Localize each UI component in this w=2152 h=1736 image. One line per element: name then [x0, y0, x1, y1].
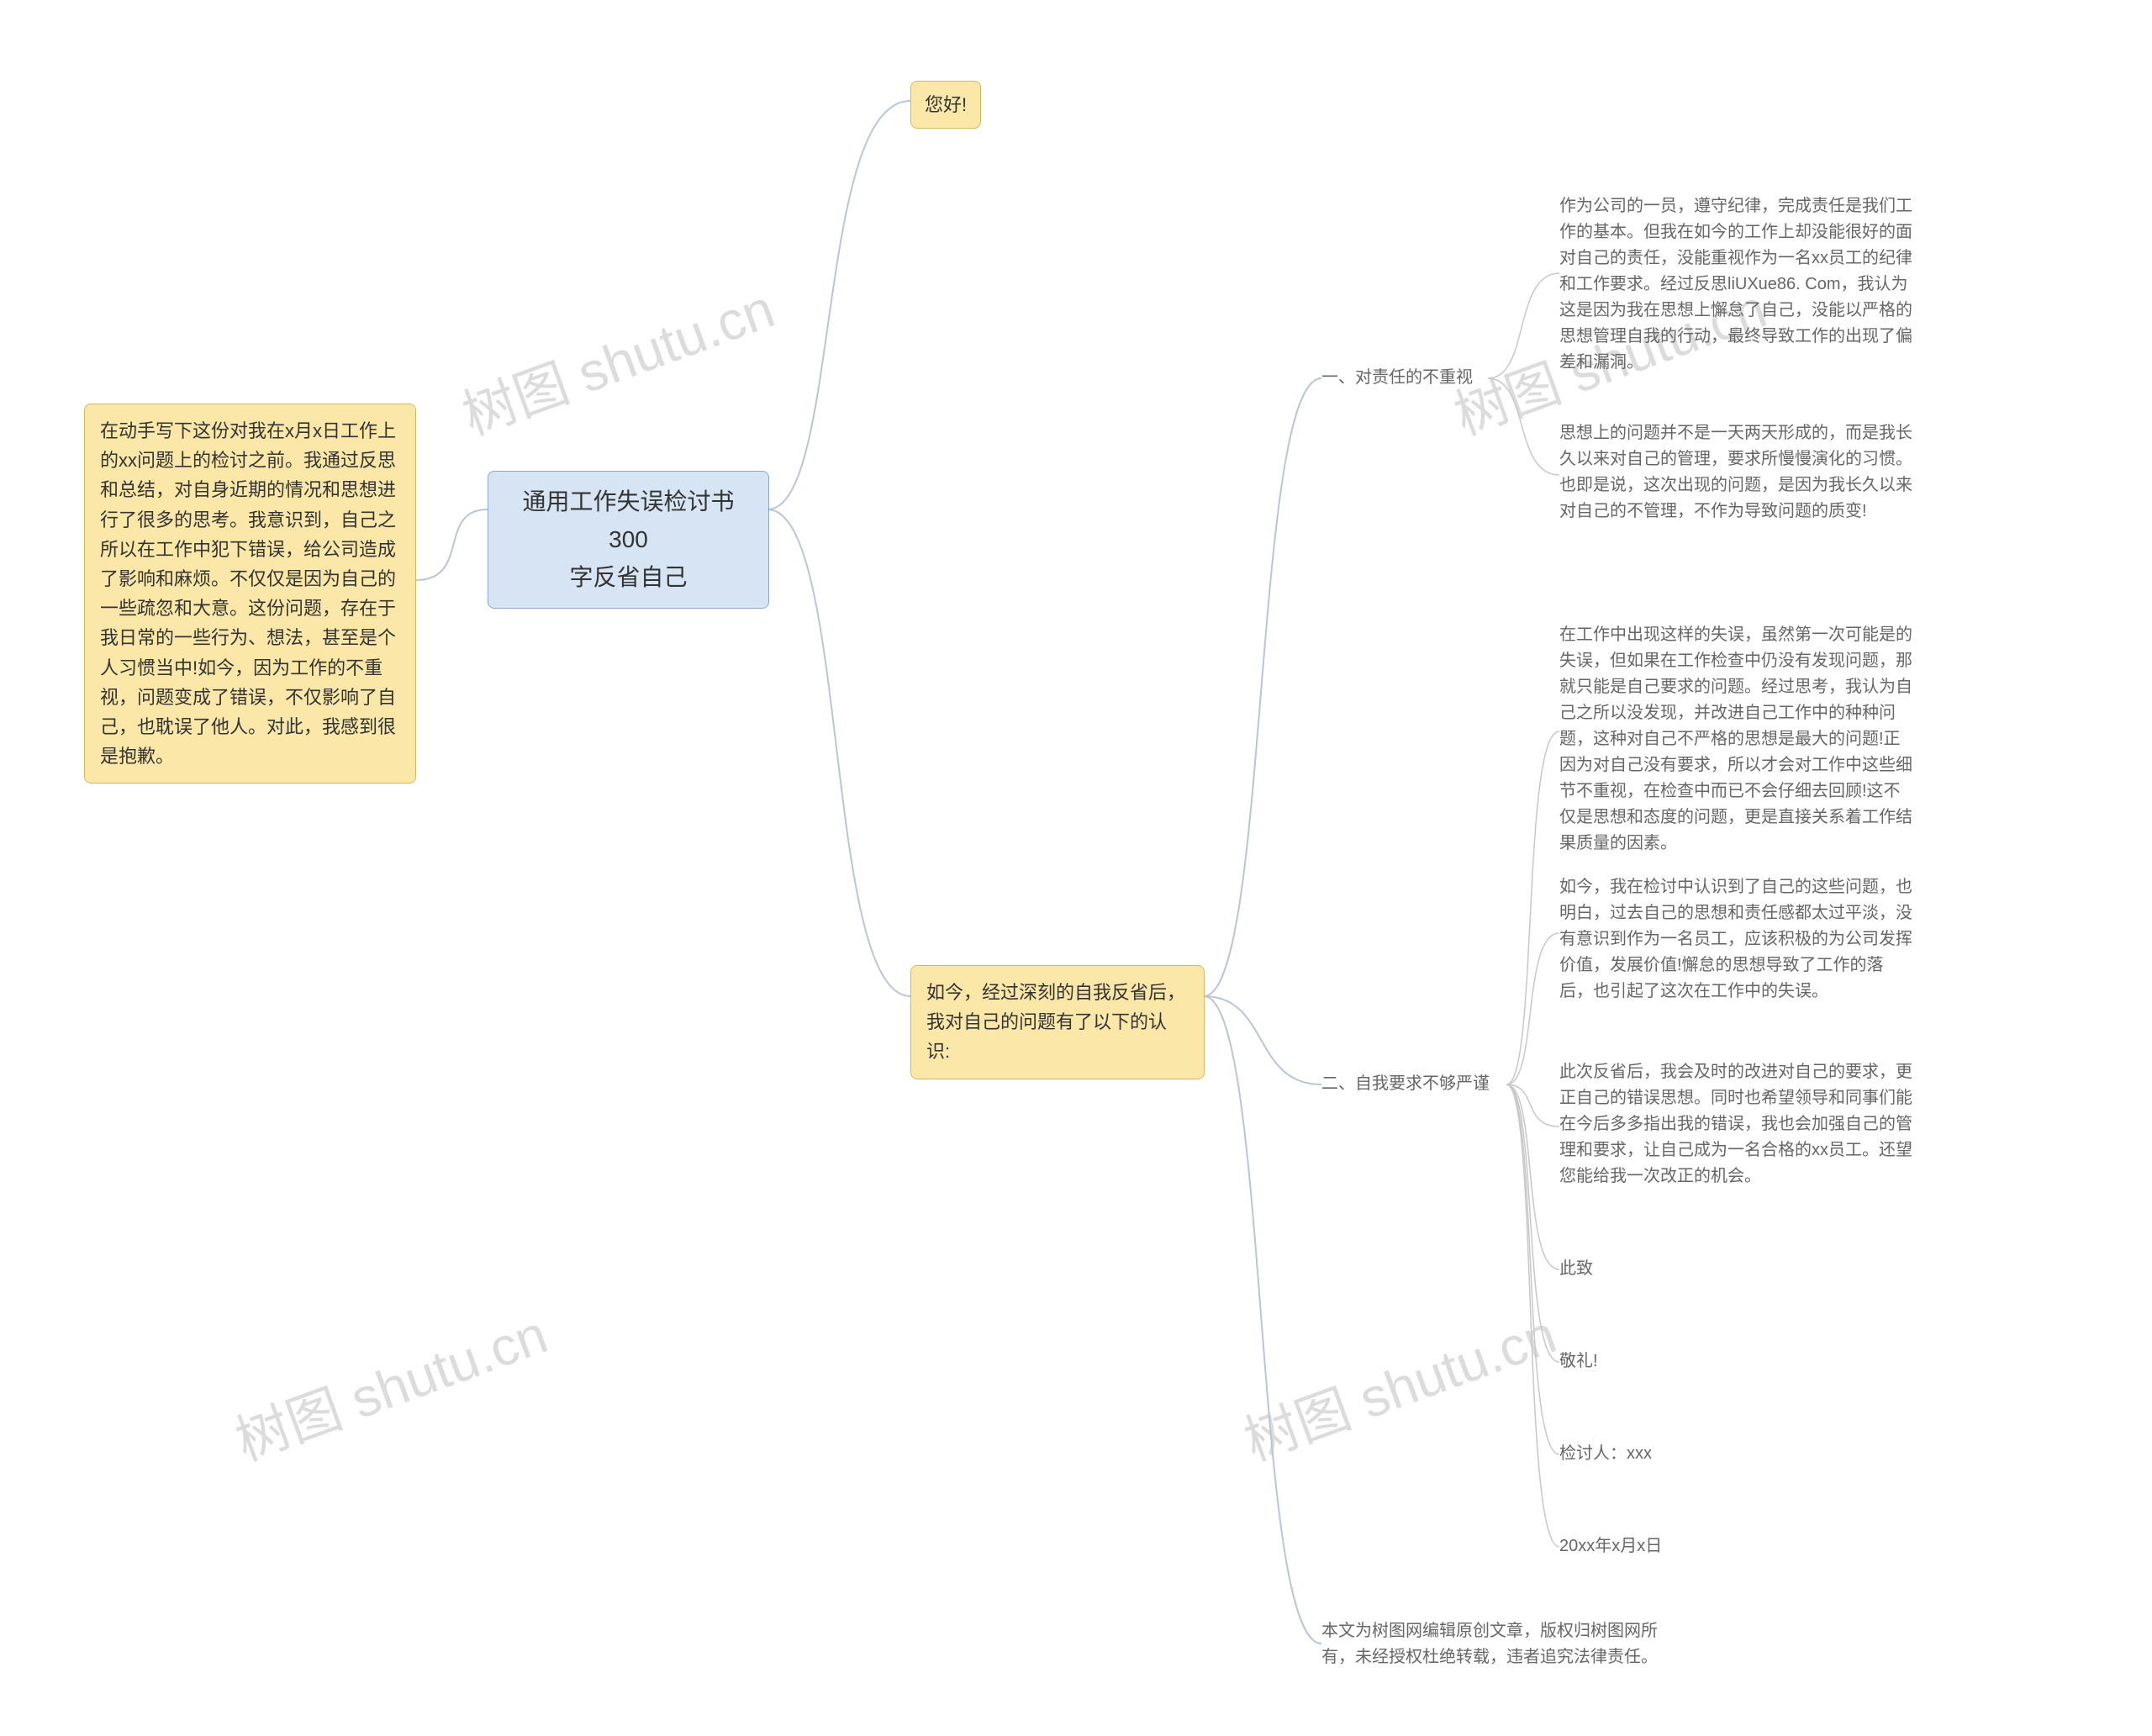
sec2-p3: 此次反省后，我会及时的改进对自己的要求，更正自己的错误思想。同时也希望领导和同事…	[1559, 1059, 1912, 1190]
mindmap-canvas: 树图 shutu.cn 树图 shutu.cn 树图 shutu.cn 树图 s…	[0, 0, 2152, 1736]
sec1-p1: 作为公司的一员，遵守纪律，完成责任是我们工作的基本。但我在如今的工作上却没能很好…	[1559, 193, 1912, 376]
sec1-title[interactable]: 一、对责任的不重视	[1321, 365, 1473, 391]
sec2-title[interactable]: 二、自我要求不够严谨	[1321, 1071, 1490, 1097]
greeting-node[interactable]: 您好!	[910, 81, 981, 129]
sec1-p2: 思想上的问题并不是一天两天形成的，而是我长久以来对自己的管理，要求所慢慢演化的习…	[1559, 420, 1912, 525]
root-node[interactable]: 通用工作失误检讨书300 字反省自己	[488, 471, 769, 609]
root-title-line1: 通用工作失误检讨书300	[504, 483, 753, 559]
watermark: 树图 shutu.cn	[224, 1291, 556, 1475]
sec2-p7: 20xx年x月x日	[1559, 1533, 1662, 1559]
watermark: 树图 shutu.cn	[451, 266, 783, 450]
sec2-p6: 检讨人：xxx	[1559, 1441, 1652, 1467]
sec2-p5: 敬礼!	[1559, 1348, 1598, 1375]
now-node[interactable]: 如今，经过深刻的自我反省后，我对自己的问题有了以下的认识:	[910, 965, 1205, 1079]
footer-note: 本文为树图网编辑原创文章，版权归树图网所有，未经授权杜绝转载，违者追究法律责任。	[1321, 1618, 1675, 1670]
watermark: 树图 shutu.cn	[1232, 1291, 1565, 1475]
sec2-p1: 在工作中出现这样的失误，虽然第一次可能是的失误，但如果在工作检查中仍没有发现问题…	[1559, 622, 1912, 857]
root-title-line2: 字反省自己	[504, 559, 753, 597]
intro-node[interactable]: 在动手写下这份对我在x月x日工作上的xx问题上的检讨之前。我通过反思和总结，对自…	[84, 404, 416, 784]
sec2-p4: 此致	[1559, 1256, 1593, 1282]
sec2-p2: 如今，我在检讨中认识到了自己的这些问题，也明白，过去自己的思想和责任感都太过平淡…	[1559, 874, 1912, 1005]
